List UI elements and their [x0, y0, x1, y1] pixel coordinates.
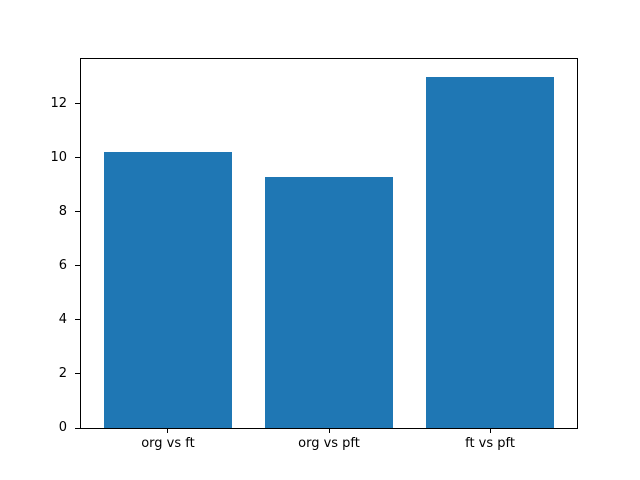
y-tick-label: 4 [58, 311, 67, 327]
x-tick-mark [328, 428, 330, 433]
bar-org-vs-pft [264, 176, 394, 428]
y-tick-label: 6 [58, 257, 67, 273]
y-tick-mark [75, 373, 80, 375]
x-tick-mark [167, 428, 169, 433]
bar-org-vs-ft [103, 152, 233, 428]
y-tick-label: 0 [58, 420, 67, 435]
y-tick-label: 2 [58, 365, 67, 381]
y-tick-label: 10 [50, 149, 67, 165]
y-tick-mark [75, 265, 80, 267]
y-tick-mark [75, 157, 80, 159]
y-tick-mark [75, 211, 80, 213]
bar-ft-vs-pft [425, 76, 555, 428]
x-tick-label: org vs ft [141, 436, 195, 451]
y-tick-label: 8 [58, 203, 67, 219]
y-tick-mark [75, 427, 80, 429]
x-tick-mark [489, 428, 491, 433]
plot-area: 0 2 4 6 8 10 12 org vs ft org vs pft ft vs pft [50, 58, 578, 451]
y-tick-label: 12 [50, 95, 67, 111]
x-tick-label: ft vs pft [465, 436, 515, 451]
x-tick-label: org vs pft [298, 436, 360, 451]
y-tick-mark [75, 319, 80, 321]
y-tick-mark [75, 103, 80, 105]
